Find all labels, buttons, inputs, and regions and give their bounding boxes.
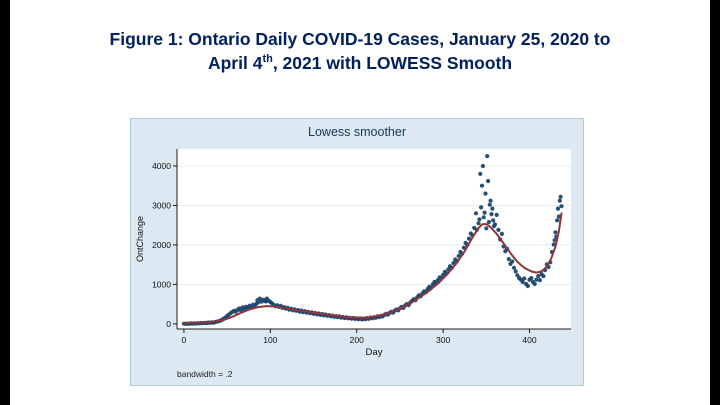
scatter-point — [473, 211, 479, 216]
lowess-chart: Lowess smoother 0 1000 2000 3000 4000 0 100 200… — [130, 118, 584, 386]
scatter-point — [553, 230, 558, 235]
scatter-point — [484, 226, 489, 231]
scatter-point — [479, 205, 484, 210]
scatter-point — [532, 281, 537, 287]
scatter-point — [466, 236, 472, 241]
scatter-point — [476, 221, 481, 226]
scatter-point — [506, 257, 511, 262]
scatter-point — [494, 212, 499, 217]
scatter-point — [520, 279, 525, 285]
x-axis-title: Day — [366, 347, 383, 358]
scatter-point — [441, 272, 446, 277]
y-tick-label: 4000 — [152, 161, 171, 171]
scatter-point — [481, 215, 486, 220]
scatter-point — [490, 206, 495, 211]
y-tick-label: 2000 — [152, 240, 171, 250]
y-axis-title: OntChange — [135, 216, 145, 262]
scatter-point — [529, 276, 534, 281]
scatter-point — [537, 278, 542, 283]
scatter-point — [480, 163, 485, 169]
scatter-point — [482, 210, 487, 215]
plot-area — [177, 149, 571, 329]
x-tick-label: 100 — [263, 335, 277, 345]
figure-title-line2: April 4th, 2021 with LOWESS Smooth — [207, 52, 513, 73]
scatter-point — [536, 274, 541, 279]
scatter-point — [485, 154, 490, 159]
scatter-point — [477, 217, 482, 222]
scatter-point — [513, 269, 518, 274]
figure-title: Figure 1: Ontario Daily COVID-19 Cases, … — [30, 28, 690, 75]
y-tick-label: 0 — [166, 319, 171, 329]
scatter-point — [478, 171, 483, 176]
ordinal-superscript: th — [262, 52, 273, 65]
scatter-point — [256, 300, 261, 305]
lowess-line — [182, 212, 563, 324]
slide: Figure 1: Ontario Daily COVID-19 Cases, … — [10, 0, 710, 405]
scatter-point — [559, 204, 564, 209]
scatter-point — [511, 265, 517, 270]
scatter-point — [487, 202, 492, 207]
scatter-point — [555, 206, 561, 211]
scatter-point — [479, 183, 485, 188]
scatter-point — [499, 231, 504, 236]
x-tick-label: 300 — [436, 335, 450, 345]
scatter-point — [486, 178, 491, 184]
scatter-point — [496, 227, 501, 232]
scatter-point — [555, 218, 560, 223]
scatter-point — [557, 198, 562, 203]
x-tick-label: 400 — [522, 335, 536, 345]
scatter-point — [525, 283, 530, 289]
scatter-point — [492, 222, 498, 227]
bandwidth-note: bandwidth = .2 — [177, 369, 233, 379]
plot-svg: 0 1000 2000 3000 4000 0 100 200 300 400 Day OntChan… — [135, 149, 571, 358]
scatter-point — [491, 218, 496, 223]
y-tick-label: 1000 — [152, 279, 171, 289]
scatter-point — [451, 261, 456, 266]
scatter-point — [534, 277, 539, 282]
scatter-point — [541, 274, 546, 279]
x-tick-label: 200 — [350, 335, 364, 345]
scatter-point — [558, 194, 563, 199]
scatter-point — [489, 212, 494, 217]
scatter-point — [486, 219, 491, 225]
scatter-point — [483, 191, 488, 196]
scatter-point — [510, 259, 515, 264]
chart-title: Lowess smoother — [308, 125, 406, 139]
x-tick-label: 0 — [182, 335, 187, 345]
scatter-point — [522, 276, 527, 281]
figure-title-line1: Figure 1: Ontario Daily COVID-19 Cases, … — [109, 29, 611, 49]
y-tick-label: 3000 — [152, 200, 171, 210]
scatter-point — [488, 198, 493, 203]
